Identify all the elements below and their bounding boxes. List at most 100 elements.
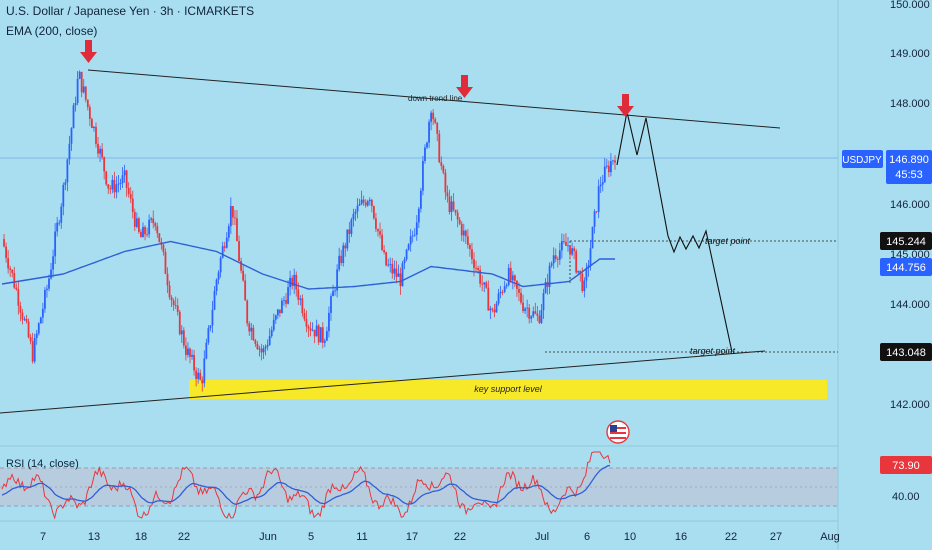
candle-body (323, 340, 326, 343)
candle-body (174, 305, 177, 306)
candle-body (80, 71, 83, 93)
candle-body (203, 358, 206, 384)
candle-body (358, 204, 361, 206)
candle-body (68, 143, 71, 160)
candle-body (293, 274, 296, 287)
candle-body (48, 278, 50, 289)
rsi-indicator-label[interactable]: RSI (14, close) (6, 458, 79, 470)
candle-body (493, 309, 496, 313)
candle-body (610, 161, 612, 173)
candle-body (509, 267, 512, 281)
candlesticks (3, 70, 616, 392)
time-tick: Jul (535, 531, 549, 543)
candle-body (403, 259, 406, 264)
candle-body (260, 348, 263, 353)
candle-body (33, 337, 36, 362)
candle-body (156, 226, 159, 234)
candle-body (46, 288, 48, 291)
candle-body (201, 379, 204, 384)
candle-body (538, 315, 541, 323)
candle-body (485, 282, 488, 288)
candle-body (575, 250, 578, 273)
candle-body (115, 184, 118, 193)
candle-body (430, 112, 432, 122)
candle-body (72, 105, 75, 129)
projection-path (616, 111, 733, 353)
candle-body (278, 309, 281, 314)
candle-body (375, 218, 377, 230)
candle-body (360, 199, 363, 205)
candle-body (266, 344, 269, 347)
candle-body (95, 126, 97, 144)
candle-body (495, 303, 498, 313)
candle-body (44, 290, 46, 309)
candle-body (150, 218, 153, 220)
candle-body (178, 311, 181, 335)
rsi-value-badge: 73.90 (880, 456, 932, 474)
candle-body (377, 229, 379, 232)
candle-body (27, 321, 30, 338)
candle-body (540, 310, 543, 323)
candle-body (93, 126, 95, 129)
candle-body (268, 336, 271, 345)
candle-body (454, 209, 457, 213)
candle-body (127, 188, 130, 195)
rsi-axis-level: 40.00 (892, 491, 920, 503)
candle-body (248, 323, 251, 332)
candle-body (530, 316, 533, 319)
candle-body (244, 280, 247, 301)
candle-body (5, 246, 7, 259)
candle-body (399, 273, 402, 287)
candle-body (479, 269, 482, 284)
candle-body (39, 317, 42, 324)
candle-body (569, 245, 571, 255)
candle-body (422, 160, 424, 191)
candle-body (223, 246, 226, 248)
candle-body (440, 162, 443, 166)
candle-body (352, 213, 355, 220)
candle-body (589, 248, 592, 266)
candle-body (348, 229, 351, 234)
rsi-ma-line (1, 464, 611, 505)
us-flag-event-icon[interactable] (606, 420, 630, 444)
candle-body (571, 248, 573, 255)
target-upper-badge: 145.244 (880, 232, 932, 250)
candle-body (301, 298, 304, 314)
candle-body (458, 219, 461, 224)
time-tick: Jun (259, 531, 277, 543)
target-point-upper-label: target point (705, 236, 751, 246)
time-tick: 6 (584, 531, 590, 543)
candle-body (9, 268, 12, 270)
candle-body (258, 348, 261, 350)
candle-body (411, 235, 414, 237)
candle-body (364, 202, 367, 206)
candle-body (524, 308, 526, 311)
candle-body (297, 289, 300, 300)
candle-body (605, 165, 608, 167)
candle-body (138, 218, 140, 232)
candle-body (62, 184, 65, 207)
candle-body (393, 268, 396, 274)
candle-body (99, 148, 101, 154)
candle-body (195, 370, 198, 379)
candle-body (542, 293, 545, 311)
candle-body (354, 211, 357, 214)
candle-body (419, 190, 422, 209)
candle-body (528, 307, 531, 319)
candle-body (464, 230, 467, 237)
candle-body (607, 165, 610, 173)
candle-body (227, 226, 230, 238)
ema-indicator-label[interactable]: EMA (200, close) (6, 24, 98, 38)
candle-body (315, 325, 318, 337)
rsi-band (0, 468, 838, 506)
candle-body (74, 103, 77, 106)
candle-body (31, 341, 34, 362)
candle-body (558, 250, 561, 260)
candle-body (3, 239, 5, 247)
candle-body (225, 237, 228, 248)
candle-body (591, 226, 594, 249)
candle-body (444, 172, 447, 193)
candle-body (35, 333, 38, 338)
candle-body (550, 263, 553, 266)
candle-body (215, 279, 218, 292)
